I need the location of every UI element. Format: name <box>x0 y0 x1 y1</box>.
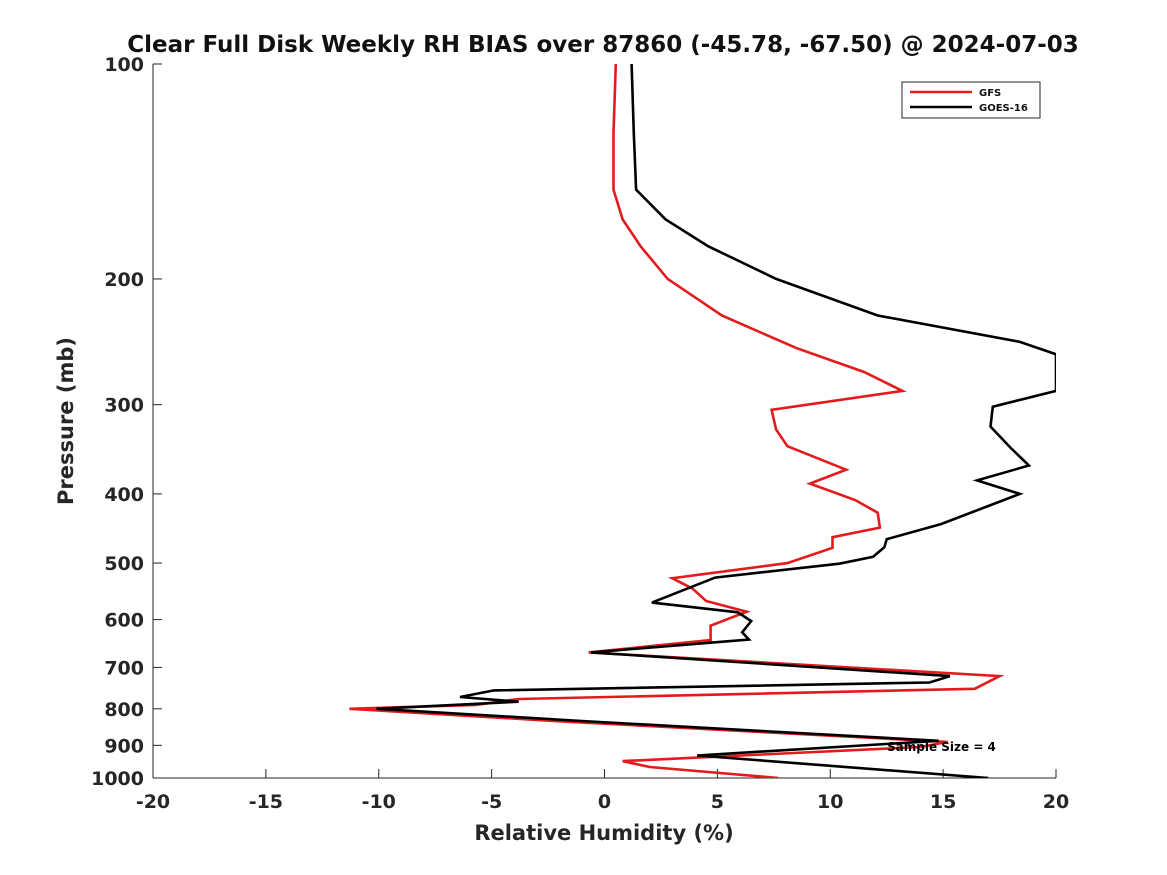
series-line-gfs <box>349 64 1005 778</box>
series-layer <box>349 64 1056 778</box>
x-tick-label: -20 <box>136 791 170 813</box>
x-axis-label: Relative Humidity (%) <box>474 821 733 845</box>
y-tick-label: 600 <box>104 610 144 632</box>
chart-title: Clear Full Disk Weekly RH BIAS over 8786… <box>127 32 1079 58</box>
x-tick-label: 10 <box>817 791 843 813</box>
y-tick-label: 800 <box>104 699 144 721</box>
y-axis-label: Pressure (mb) <box>54 337 78 505</box>
x-axis-ticks: -20 -15 -10 -5 0 5 10 15 20 <box>136 769 1069 813</box>
x-tick-label: -5 <box>481 791 502 813</box>
legend-label: GOES-16 <box>979 103 1028 114</box>
y-tick-label: 700 <box>104 657 144 679</box>
legend-box <box>901 81 1041 119</box>
series-line-goes-16 <box>376 64 1056 778</box>
x-tick-label: 20 <box>1043 791 1069 813</box>
y-tick-label: 100 <box>104 54 144 76</box>
legend: GFS GOES-16 <box>901 81 1041 119</box>
y-tick-label: 300 <box>104 395 144 417</box>
y-axis-ticks: 100 200 300 400 500 600 700 800 900 1000 <box>91 54 162 790</box>
legend-label: GFS <box>979 88 1001 99</box>
y-tick-label: 200 <box>104 269 144 291</box>
x-tick-label: 0 <box>598 791 611 813</box>
y-tick-label: 500 <box>104 553 144 575</box>
sample-size-annotation: Sample Size = 4 <box>887 740 996 754</box>
x-tick-label: -15 <box>249 791 283 813</box>
x-tick-label: -10 <box>362 791 396 813</box>
y-tick-label: 900 <box>104 735 144 757</box>
y-tick-label: 400 <box>104 484 144 506</box>
x-tick-label: 5 <box>711 791 724 813</box>
y-tick-label: 1000 <box>91 768 144 790</box>
x-tick-label: 15 <box>930 791 956 813</box>
